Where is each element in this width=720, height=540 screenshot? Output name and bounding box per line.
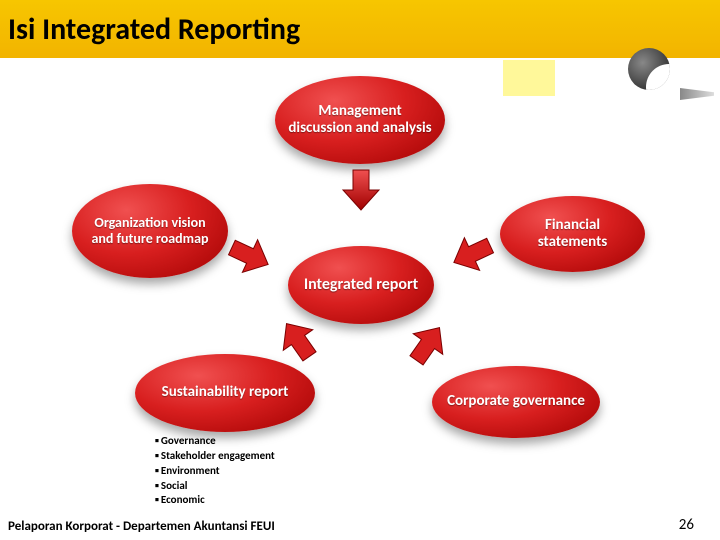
integrated-reporting-diagram: Management discussion and analysis Organ… [0,66,720,506]
list-item: Governance [155,434,275,449]
list-item: Stakeholder engagement [155,449,275,464]
arrow-left-to-center [222,229,279,284]
arrow-br-to-center [399,315,457,374]
node-label: Organization vision and future roadmap [72,215,228,247]
sustainability-sublist: Governance Stakeholder engagement Enviro… [155,434,275,508]
arrow-right-to-center [444,227,501,282]
page-title: Isi Integrated Reporting [8,11,300,48]
node-financial-statements: Financial statements [500,196,645,272]
node-label: Corporate governance [437,393,595,410]
title-band: Isi Integrated Reporting [0,0,720,58]
node-label: Integrated report [294,276,428,294]
list-item: Social [155,479,275,494]
node-org-vision: Organization vision and future roadmap [72,184,228,278]
node-management-discussion: Management discussion and analysis [275,76,445,164]
page-number: 26 [679,516,694,534]
footer-text: Pelaporan Korporat - Departemen Akuntans… [8,519,275,534]
node-integrated-report-center: Integrated report [288,246,434,324]
node-label: Management discussion and analysis [275,103,445,138]
node-corporate-governance: Corporate governance [432,366,600,438]
node-label: Sustainability report [152,384,299,401]
node-label: Financial statements [500,217,645,252]
list-item: Economic [155,493,275,508]
arrow-top-to-center [341,168,381,212]
list-item: Environment [155,464,275,479]
node-sustainability-report: Sustainability report [135,354,315,432]
